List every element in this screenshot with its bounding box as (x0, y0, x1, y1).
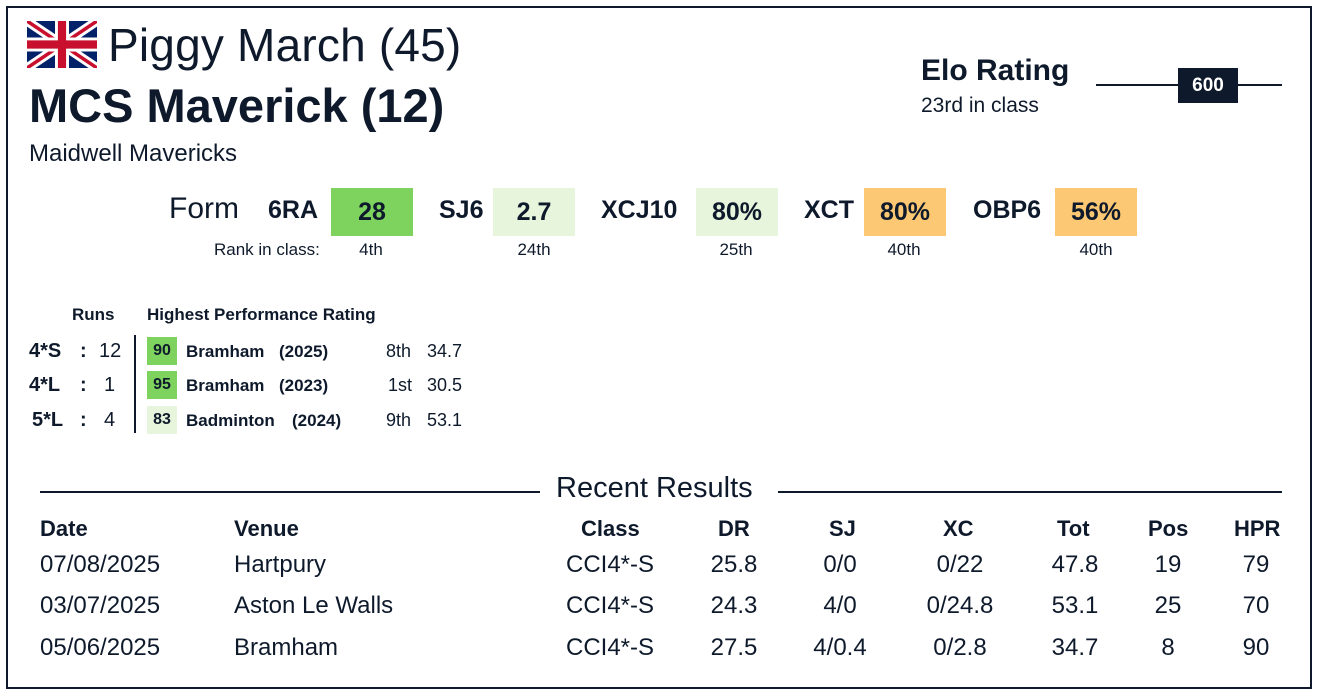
form-metric-value-sj6: 2.7 (493, 188, 575, 236)
hpr-rating-box: 83 (147, 406, 177, 434)
result-cell-sj: 4/0 (823, 592, 857, 619)
form-rank-xcj10: 25th (719, 240, 753, 259)
col-header-pos: Pos (1148, 516, 1189, 541)
result-cell-xc: 0/2.8 (933, 634, 987, 661)
result-cell-hpr: 90 (1242, 634, 1270, 661)
result-cell-tot: 53.1 (1051, 592, 1099, 619)
hpr-year: (2024) (292, 411, 342, 430)
form-metric-label-6ra: 6RA (268, 196, 319, 224)
form-metric-value-obp6: 56% (1055, 188, 1137, 236)
col-header-xc: XC (943, 516, 974, 541)
result-cell-date: 07/08/2025 (40, 551, 161, 578)
col-header-dr: DR (718, 516, 750, 541)
recent-results-rule-left (40, 491, 540, 493)
result-cell-hpr: 70 (1242, 592, 1270, 619)
hpr-venue: Bramham (186, 342, 265, 361)
united-kingdom-flag-icon (27, 21, 97, 68)
hpr-class: 4*S (29, 340, 62, 362)
hpr-position: 1st (388, 375, 413, 395)
result-cell-date: 05/06/2025 (40, 634, 161, 661)
runs-header: Runs (72, 305, 115, 324)
hpr-rating-box: 95 (147, 371, 177, 399)
result-cell-pos: 25 (1154, 592, 1182, 619)
form-metric-value-xct: 80% (864, 188, 946, 236)
form-metric-label-xcj10: XCJ10 (601, 196, 678, 224)
hpr-position: 8th (386, 341, 412, 361)
result-cell-class: CCI4*-S (565, 634, 655, 661)
form-rank-6ra: 4th (359, 240, 383, 259)
hpr-position: 9th (386, 410, 412, 430)
elo-title: Elo Rating (921, 54, 1070, 87)
result-cell-venue: Bramham (234, 634, 339, 661)
hpr-colon: : (80, 340, 87, 362)
result-cell-xc: 0/22 (936, 551, 984, 578)
result-cell-dr: 25.8 (710, 551, 758, 578)
form-rank-sj6: 24th (517, 240, 551, 259)
owner-name: Maidwell Mavericks (29, 140, 238, 167)
result-cell-tot: 47.8 (1051, 551, 1099, 578)
rank-in-class-label: Rank in class: (214, 240, 320, 259)
result-cell-tot: 34.7 (1051, 634, 1099, 661)
hpr-score: 34.7 (427, 341, 463, 361)
result-cell-class: CCI4*-S (565, 592, 655, 619)
result-cell-dr: 24.3 (710, 592, 758, 619)
profile-card (6, 6, 1312, 689)
result-cell-pos: 19 (1154, 551, 1182, 578)
result-cell-sj: 4/0.4 (813, 634, 867, 661)
recent-results-title: Recent Results (556, 472, 753, 504)
form-metric-label-obp6: OBP6 (973, 196, 1042, 224)
result-cell-dr: 27.5 (710, 634, 758, 661)
hpr-class: 4*L (29, 374, 61, 396)
form-metric-value-xcj10: 80% (696, 188, 778, 236)
result-cell-class: CCI4*-S (565, 551, 655, 578)
hpr-divider (134, 335, 136, 433)
hpr-rating-box: 90 (147, 337, 177, 365)
hpr-score: 53.1 (427, 410, 463, 430)
result-cell-venue: Hartpury (234, 551, 327, 578)
col-header-hpr: HPR (1234, 516, 1281, 541)
form-metric-value-6ra: 28 (331, 188, 413, 236)
hpr-venue: Badminton (186, 411, 275, 430)
result-cell-xc: 0/24.8 (926, 592, 994, 619)
col-header-venue: Venue (234, 516, 299, 541)
form-rank-xct: 40th (887, 240, 921, 259)
result-cell-hpr: 79 (1242, 551, 1270, 578)
col-header-date: Date (40, 516, 88, 541)
hpr-year: (2025) (279, 342, 329, 361)
hpr-header: Highest Performance Rating (147, 305, 376, 324)
col-header-class: Class (581, 516, 640, 541)
hpr-runs: 12 (99, 340, 122, 362)
form-rank-obp6: 40th (1079, 240, 1113, 259)
elo-value-badge: 600 (1178, 68, 1238, 103)
hpr-year: (2023) (279, 376, 329, 395)
result-cell-date: 03/07/2025 (40, 592, 161, 619)
form-label: Form (169, 192, 239, 225)
hpr-runs: 4 (104, 409, 116, 431)
hpr-runs: 1 (104, 374, 116, 396)
col-header-sj: SJ (829, 516, 856, 541)
elo-rank: 23rd in class (921, 94, 1039, 117)
col-header-tot: Tot (1057, 516, 1090, 541)
form-metric-label-xct: XCT (804, 196, 854, 224)
hpr-colon: : (80, 374, 87, 396)
hpr-colon: : (80, 409, 87, 431)
rider-name: Piggy March (45) (108, 19, 462, 71)
form-metric-label-sj6: SJ6 (439, 196, 484, 224)
horse-name: MCS Maverick (12) (29, 79, 445, 132)
result-cell-venue: Aston Le Walls (234, 592, 394, 619)
hpr-score: 30.5 (427, 375, 463, 395)
result-cell-pos: 8 (1161, 634, 1175, 661)
recent-results-rule-right (778, 491, 1282, 493)
hpr-class: 5*L (32, 409, 64, 431)
result-cell-sj: 0/0 (823, 551, 857, 578)
hpr-venue: Bramham (186, 376, 265, 395)
